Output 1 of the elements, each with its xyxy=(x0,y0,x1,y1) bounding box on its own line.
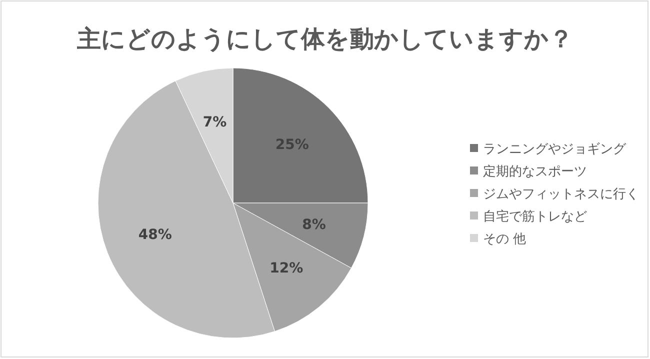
title: 主にどのようにして体を動かしていますか？ xyxy=(77,25,573,53)
